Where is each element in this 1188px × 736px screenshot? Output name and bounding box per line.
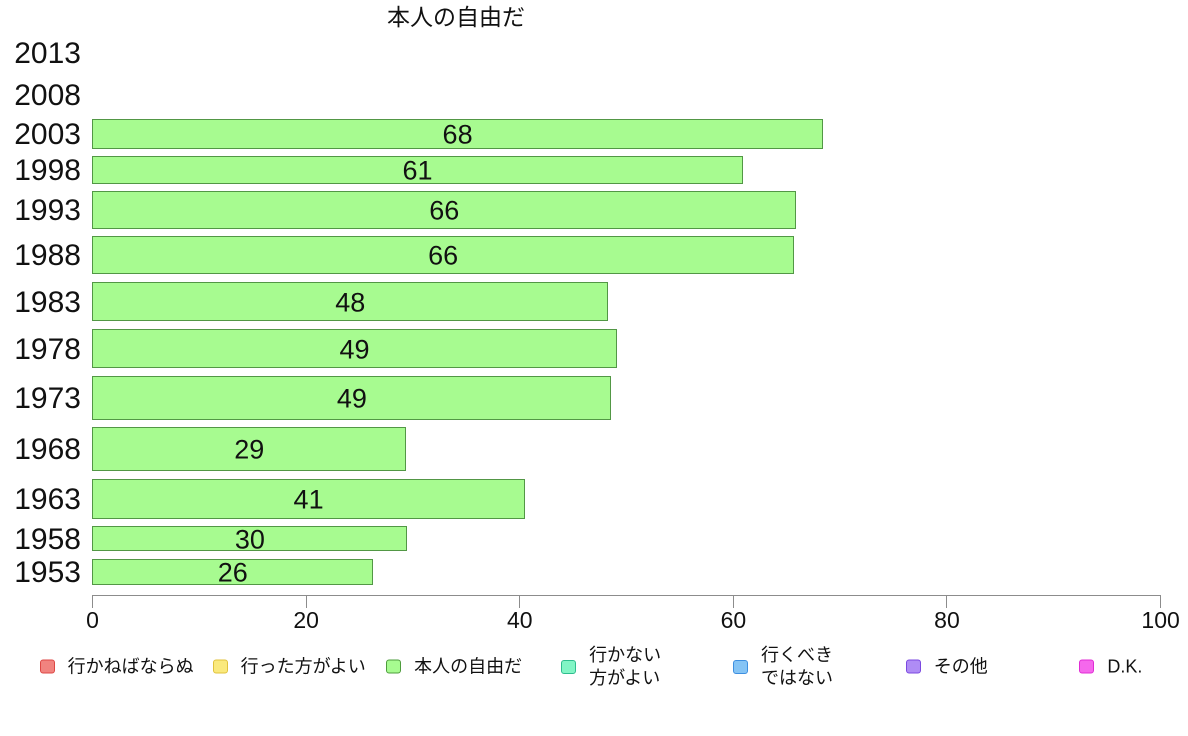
- y-axis-label: 2013: [14, 37, 81, 71]
- legend-label: 行かない 方がよい: [589, 644, 662, 688]
- chart-title: 本人の自由だ: [387, 4, 525, 30]
- y-axis-label: 1953: [14, 556, 81, 590]
- legend-item[interactable]: その他: [905, 655, 988, 678]
- y-axis-label: 2003: [14, 117, 81, 151]
- x-axis-tick: [1160, 595, 1162, 608]
- legend-swatch-icon: [39, 659, 55, 674]
- bar[interactable]: [92, 479, 525, 520]
- x-axis-tick: [305, 595, 307, 608]
- bar-value-label: 41: [293, 484, 324, 515]
- legend-label: 行かねばならぬ: [67, 656, 194, 676]
- bar[interactable]: [92, 156, 743, 184]
- legend-item[interactable]: 行かない 方がよい: [561, 644, 661, 690]
- y-axis-label: 1983: [14, 285, 81, 319]
- x-axis-tick: [732, 595, 734, 608]
- bar-value-label: 49: [336, 383, 367, 414]
- bar-value-label: 66: [429, 195, 460, 226]
- bar[interactable]: [92, 376, 612, 420]
- legend-swatch-icon: [1079, 659, 1095, 674]
- legend-item[interactable]: 行った方がよい: [212, 655, 366, 678]
- legend-swatch-icon: [561, 659, 577, 674]
- bar-value-label: 30: [234, 524, 265, 555]
- legend-item[interactable]: D.K.: [1079, 655, 1142, 678]
- bar-value-label: 29: [234, 434, 265, 465]
- legend-label: D.K.: [1107, 656, 1143, 676]
- y-axis-label: 1988: [14, 239, 81, 273]
- x-axis-tick-label: 80: [934, 607, 960, 633]
- y-axis-label: 1968: [14, 433, 81, 467]
- legend-label: 行くべき ではない: [761, 644, 833, 688]
- bar-value-label: 48: [335, 287, 366, 318]
- y-axis-label: 1958: [14, 522, 81, 556]
- x-axis-tick-label: 20: [293, 607, 319, 633]
- bar-value-label: 61: [402, 155, 433, 186]
- bar[interactable]: [92, 281, 609, 322]
- legend-label: その他: [933, 656, 988, 676]
- legend-label: 本人の自由だ: [414, 656, 523, 676]
- bar[interactable]: [92, 427, 407, 472]
- x-axis-tick: [946, 595, 948, 608]
- bar[interactable]: [92, 236, 795, 275]
- y-axis-label: 1993: [14, 193, 81, 227]
- legend-label: 行った方がよい: [240, 656, 366, 676]
- x-axis-tick: [92, 595, 93, 608]
- bar-value-label: 26: [217, 557, 248, 588]
- legend-swatch-icon: [733, 659, 748, 674]
- y-axis-label: 1998: [14, 154, 81, 188]
- bar[interactable]: [92, 191, 797, 229]
- legend-item[interactable]: 行くべき ではない: [733, 644, 833, 690]
- x-axis-tick-label: 40: [506, 607, 533, 633]
- bar[interactable]: [92, 526, 408, 552]
- bar[interactable]: [92, 329, 617, 369]
- bar[interactable]: [92, 119, 823, 149]
- bar-value-label: 68: [442, 119, 473, 150]
- legend-item[interactable]: 本人の自由だ: [386, 655, 522, 678]
- x-axis-tick: [519, 595, 521, 608]
- x-axis-tick-label: 60: [720, 607, 747, 633]
- bar[interactable]: [92, 559, 374, 586]
- x-axis-tick-label: 100: [1141, 607, 1180, 633]
- legend-swatch-icon: [212, 659, 228, 674]
- y-axis-label: 1963: [14, 483, 81, 517]
- x-axis-tick-label: 0: [86, 607, 99, 633]
- bar-value-label: 49: [339, 334, 370, 365]
- y-axis-label: 1973: [14, 381, 81, 415]
- y-axis-label: 2008: [14, 79, 81, 113]
- legend-swatch-icon: [905, 659, 921, 674]
- x-axis-line: [92, 595, 1162, 596]
- legend-swatch-icon: [386, 659, 402, 674]
- legend-item[interactable]: 行かねばならぬ: [39, 655, 194, 678]
- bar-value-label: 66: [428, 240, 459, 271]
- y-axis-label: 1978: [14, 332, 81, 366]
